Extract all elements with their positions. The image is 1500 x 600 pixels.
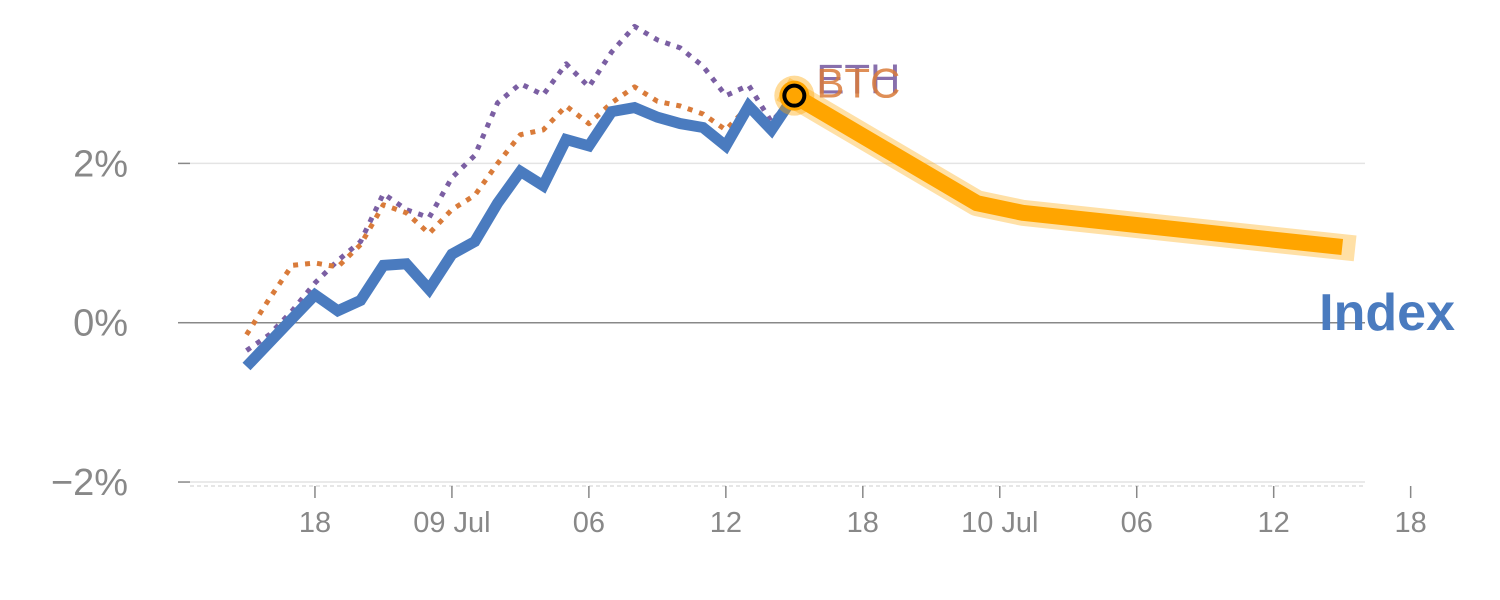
y-tick-label: 2% bbox=[73, 143, 128, 185]
x-axis: 18 09 Jul 06 12 18 10 Jul 06 12 18 bbox=[190, 485, 1427, 539]
x-tick-label: 18 bbox=[299, 507, 331, 539]
marker-inner bbox=[782, 83, 807, 108]
x-tick-label: 10 Jul bbox=[961, 507, 1038, 539]
x-tick-label: 12 bbox=[1258, 507, 1290, 539]
series-label-eth: ETH bbox=[816, 56, 900, 103]
x-tick-label: 18 bbox=[1395, 507, 1427, 539]
x-tick-label: 18 bbox=[847, 507, 879, 539]
series-label-index: Index bbox=[1319, 284, 1455, 342]
series-label-btc: BTC bbox=[816, 60, 900, 107]
y-axis: 2% 0% −2% bbox=[51, 143, 190, 504]
grid-lines bbox=[190, 162, 1365, 483]
x-tick-label: 06 bbox=[1121, 507, 1153, 539]
series-btc-line bbox=[244, 84, 797, 337]
series-forecast-line bbox=[790, 88, 1344, 255]
series-index-line bbox=[242, 92, 799, 371]
x-tick-label: 06 bbox=[573, 507, 605, 539]
x-tick-label: 09 Jul bbox=[413, 507, 490, 539]
x-tick-label: 12 bbox=[710, 507, 742, 539]
y-tick-label: −2% bbox=[51, 462, 128, 504]
series-lines bbox=[242, 23, 1357, 371]
y-tick-label: 0% bbox=[73, 303, 128, 345]
